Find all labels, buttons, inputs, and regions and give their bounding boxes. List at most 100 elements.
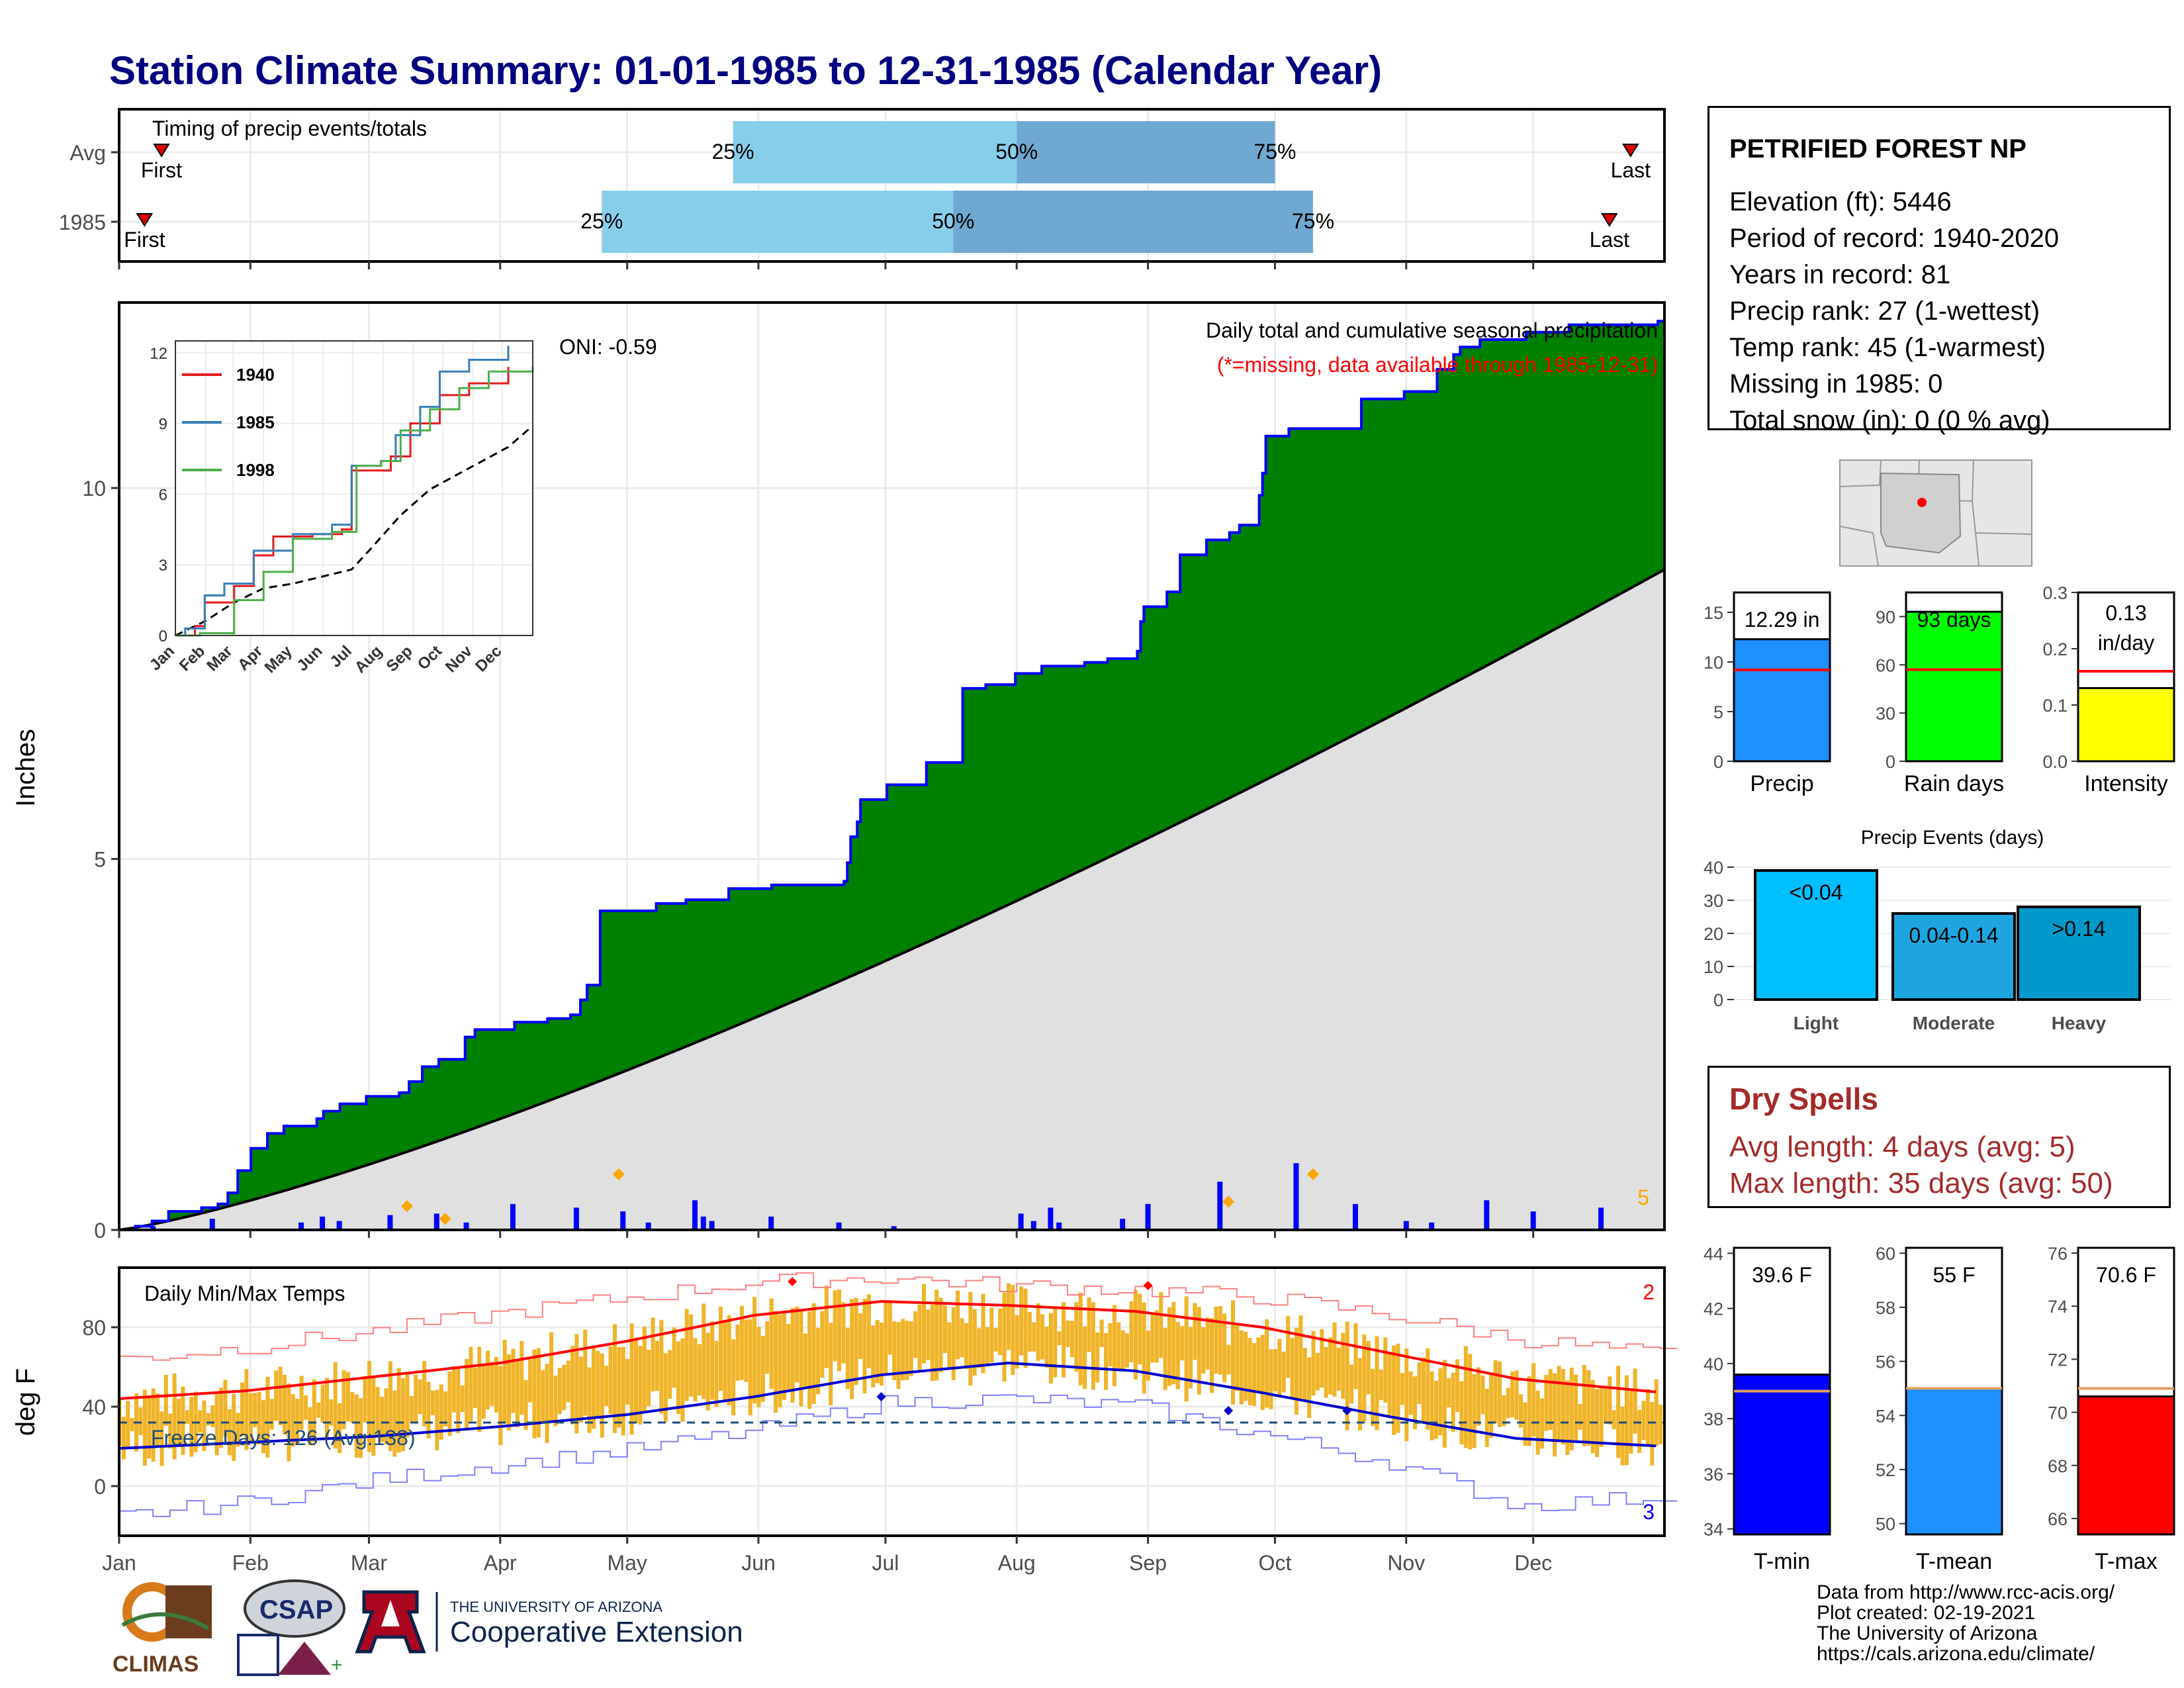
daily-temp-bar [1171,1301,1176,1385]
daily-temp-bar [795,1306,799,1383]
inset-series-line [175,346,510,637]
precip-ytick-label: 5 [94,848,106,872]
daily-temp-bar [1011,1285,1015,1376]
daily-temp-bar [977,1328,981,1368]
annual-value-text: 0.13 [2105,601,2146,625]
month-label: Mar [351,1551,387,1575]
timing-row-label: 1985 [59,211,106,234]
missing-count: 5 [1637,1186,1649,1209]
last-marker [1601,213,1618,227]
daily-temp-bar [1383,1337,1388,1403]
daily-temp-bar [333,1362,338,1449]
daily-temp-bar [384,1388,388,1444]
daily-temp-bar [921,1284,926,1364]
ua-small-text: THE UNIVERSITY OF ARIZONA [450,1599,662,1615]
daily-temp-bar [477,1346,482,1432]
credit-plot-created: Plot created: 02-19-2021 [1817,1602,2036,1624]
daily-temp-bar [752,1297,757,1404]
precip-ytick-label: 0 [94,1219,106,1243]
inset-frame [175,340,533,636]
daily-temp-bar [591,1347,596,1429]
daily-temp-bar [1044,1327,1049,1368]
annual-ytick-label: 5 [1713,702,1723,722]
inset-ytick-label: 12 [150,345,167,363]
daily-temp-bar [324,1378,329,1440]
daily-temp-bar [219,1387,224,1448]
daily-temp-bar [214,1393,219,1456]
daily-temp-bar [938,1297,943,1373]
daily-temp-bar [1659,1405,1663,1444]
annual-ytick-label: 42 [1704,1299,1723,1319]
station-info-box: PETRIFIED FOREST NP Elevation (ft): 5446… [1707,106,2171,435]
daily-temp-bar [265,1377,270,1458]
daily-temp-bar [866,1294,871,1368]
daily-temp-bar [807,1311,812,1409]
station-temp-rank: Temp rank: 45 (1-warmest) [1729,333,2046,362]
daily-temp-bar [647,1349,651,1407]
daily-temp-bar [312,1379,316,1442]
daily-precip-bar [433,1213,439,1230]
daily-temp-bar [905,1321,909,1380]
daily-temp-bar [1557,1366,1561,1441]
daily-temp-bar [566,1360,570,1403]
month-label: May [607,1551,647,1575]
daily-temp-bar [633,1337,638,1423]
daily-temp-bar [240,1382,245,1436]
annual-value-text: 70.6 F [2096,1263,2156,1287]
first-marker [136,213,154,227]
daily-precip-bar [1484,1200,1490,1230]
daily-temp-bar [1548,1369,1553,1430]
daily-temp-bar [782,1313,786,1400]
credits: Data from http://www.rcc-acis.org/ Plot … [1817,1582,2115,1664]
daily-precip-bar [336,1221,342,1230]
station-name: PETRIFIED FOREST NP [1729,134,2026,164]
climas-logo: CLIMAS [113,1582,212,1677]
daily-temp-bar [435,1389,439,1450]
inset-ytick-label: 0 [159,628,167,645]
daily-temp-bar [778,1314,782,1408]
daily-temp-bar [1590,1380,1595,1454]
daily-temp-bar [998,1308,1003,1355]
annual-ytick-label: 34 [1704,1520,1723,1540]
station-missing: Missing in 1985: 0 [1729,369,1943,399]
daily-temp-bar [185,1410,189,1425]
daily-temp-bar [854,1297,858,1385]
daily-temp-bar [769,1298,774,1389]
temps-ytick-label: 40 [82,1395,106,1419]
daily-temp-bar [1112,1305,1116,1387]
inset-ytick-label: 6 [159,486,167,504]
daily-temp-bar [689,1314,694,1397]
annual-ytick-label: 60 [1876,655,1895,675]
daily-temp-bar [1633,1368,1637,1434]
daily-temp-bar [1175,1322,1180,1389]
daily-temp-bar [900,1319,905,1381]
daily-precip-bar [1429,1222,1435,1230]
daily-temp-bar [1197,1307,1201,1395]
daily-temp-bar [244,1369,249,1450]
daily-temp-bar [460,1385,465,1413]
inset-ytick-label: 3 [159,557,167,575]
timing-bar-25-50 [602,191,954,253]
daily-temp-bar [269,1399,274,1430]
daily-temp-bar [532,1349,537,1439]
daily-temp-bar [520,1340,524,1415]
daily-temp-bar [1430,1371,1434,1440]
precip-events-chart: Precip Events (days) 0 10 20 30 40 <0.04 Light 0… [1704,827,2171,1033]
daily-temp-bar [786,1323,791,1390]
daily-temp-bar [1027,1311,1032,1352]
daily-temp-bar [227,1409,232,1456]
daily-temp-bar [1032,1322,1036,1352]
station-years: Years in record: 81 [1729,260,1951,289]
daily-temp-bar [1099,1319,1104,1347]
daily-temp-bar [1006,1283,1011,1350]
dry-spells-box: Dry Spells Avg length: 4 days (avg: 5) M… [1707,1066,2171,1208]
daily-temp-bar [829,1323,833,1406]
annual-ytick-label: 70 [2048,1403,2068,1423]
daily-precip-bar [1030,1221,1036,1230]
daily-temp-bar [1244,1331,1248,1401]
daily-temp-bar [316,1402,321,1418]
temps-ytick-label: 80 [82,1316,106,1340]
daily-temp-bar [1222,1313,1227,1382]
daily-temp-bar [968,1291,973,1385]
daily-temp-bar [596,1350,600,1417]
